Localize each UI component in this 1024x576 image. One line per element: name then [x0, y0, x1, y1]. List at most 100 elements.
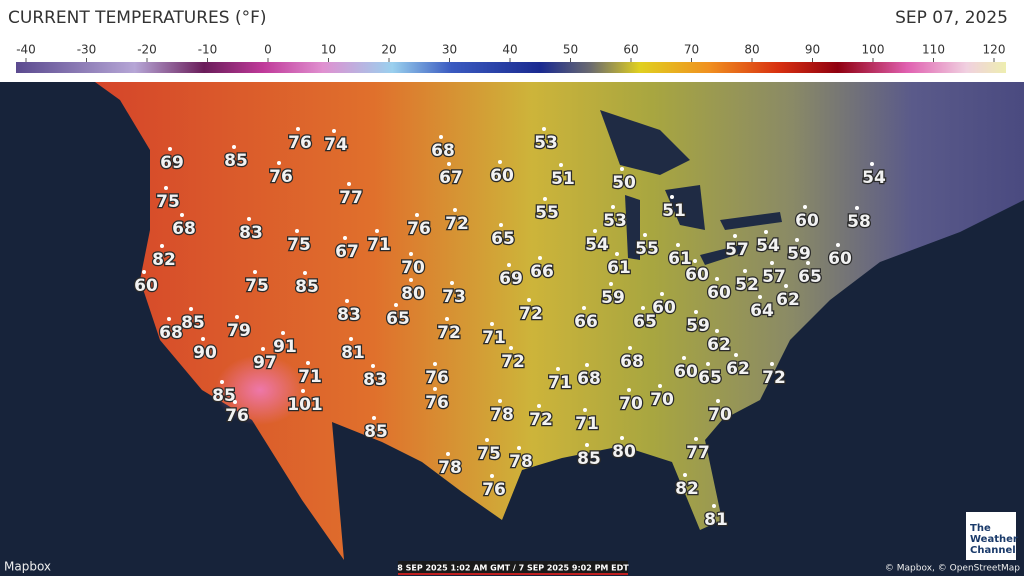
station-dot [277, 161, 281, 165]
station-dot [836, 243, 840, 247]
temperature: 76 [225, 406, 249, 426]
station-dot [509, 346, 513, 350]
temperature: 64 [750, 301, 774, 321]
legend-tick-label: 50 [563, 43, 578, 57]
temperature: 66 [574, 312, 598, 332]
logo-text: Channel [970, 545, 1016, 556]
station-dot [189, 307, 193, 311]
temperature: 76 [482, 480, 506, 500]
temperature: 77 [686, 443, 710, 463]
station-dot [715, 329, 719, 333]
station-dot [517, 446, 521, 450]
station-dot [394, 303, 398, 307]
station-dot [611, 205, 615, 209]
temperature: 60 [674, 362, 698, 382]
temperature: 65 [386, 309, 410, 329]
temperature: 76 [425, 368, 449, 388]
lake [665, 185, 705, 230]
heat-area [215, 355, 305, 425]
temperature: 71 [367, 235, 391, 255]
station-dot [620, 436, 624, 440]
temperature: 85 [224, 151, 248, 171]
station-dot [168, 147, 172, 151]
temperature: 62 [726, 359, 750, 379]
temperature: 53 [534, 133, 558, 153]
temperature: 74 [324, 135, 348, 155]
legend-tick-label: 80 [744, 43, 759, 57]
temperature: 54 [862, 168, 886, 188]
temperature: 75 [245, 276, 269, 296]
station-dot [235, 315, 239, 319]
temperature: 70 [401, 258, 425, 278]
temperature: 57 [762, 267, 786, 287]
station-dot [253, 270, 257, 274]
legend-tick-label: -40 [16, 43, 36, 57]
temperature: 60 [134, 276, 158, 296]
station-dot [855, 206, 859, 210]
station-dot [682, 356, 686, 360]
temperature: 65 [798, 267, 822, 287]
temperature: 68 [577, 369, 601, 389]
station-dot [295, 229, 299, 233]
station-dot [803, 205, 807, 209]
station-dot [375, 229, 379, 233]
station-dot [306, 361, 310, 365]
legend-tick-label: 120 [983, 43, 1006, 57]
station-dot [409, 252, 413, 256]
temperature: 59 [787, 244, 811, 264]
temperature: 75 [156, 192, 180, 212]
station-dot [770, 362, 774, 366]
station-dot [694, 310, 698, 314]
map [0, 82, 1024, 576]
temperature: 97 [253, 353, 277, 373]
temperature: 70 [708, 405, 732, 425]
station-dot [537, 404, 541, 408]
date: SEP 07, 2025 [895, 8, 1008, 28]
station-dot [538, 256, 542, 260]
station-dot [409, 278, 413, 282]
temperature: 51 [551, 169, 575, 189]
station-dot [453, 208, 457, 212]
temperature: 60 [685, 265, 709, 285]
lake [700, 245, 745, 265]
logo-text: The [970, 523, 991, 534]
temperature: 85 [212, 386, 236, 406]
temperature: 65 [633, 312, 657, 332]
station-dot [658, 384, 662, 388]
temperature: 72 [445, 214, 469, 234]
temperature: 80 [612, 442, 636, 462]
station-dot [585, 363, 589, 367]
temperature: 81 [341, 343, 365, 363]
station-dot [447, 162, 451, 166]
temperature: 83 [363, 370, 387, 390]
station-dot [433, 387, 437, 391]
station-dot [433, 362, 437, 366]
title: CURRENT TEMPERATURES (°F) [8, 8, 267, 28]
station-dot [303, 271, 307, 275]
station-dot [499, 223, 503, 227]
station-dot [160, 244, 164, 248]
temperature: 75 [477, 444, 501, 464]
temperature: 90 [193, 343, 217, 363]
legend-tick-label: 40 [502, 43, 517, 57]
temperature: 75 [287, 235, 311, 255]
station-dot [585, 443, 589, 447]
temperature: 54 [585, 235, 609, 255]
temperature: 60 [490, 166, 514, 186]
legend-tick-label: 100 [862, 43, 885, 57]
temperature: 85 [577, 449, 601, 469]
lake [720, 212, 782, 230]
temperature: 67 [439, 168, 463, 188]
station-dot [743, 269, 747, 273]
temperature: 77 [339, 188, 363, 208]
station-dot [507, 263, 511, 267]
station-dot [527, 298, 531, 302]
station-dot [164, 186, 168, 190]
legend-tick-label: 60 [623, 43, 638, 57]
temperature: 78 [490, 405, 514, 425]
temperature: 101 [287, 395, 323, 415]
station-dot [676, 243, 680, 247]
station-dot [543, 197, 547, 201]
temperature: 83 [239, 223, 263, 243]
